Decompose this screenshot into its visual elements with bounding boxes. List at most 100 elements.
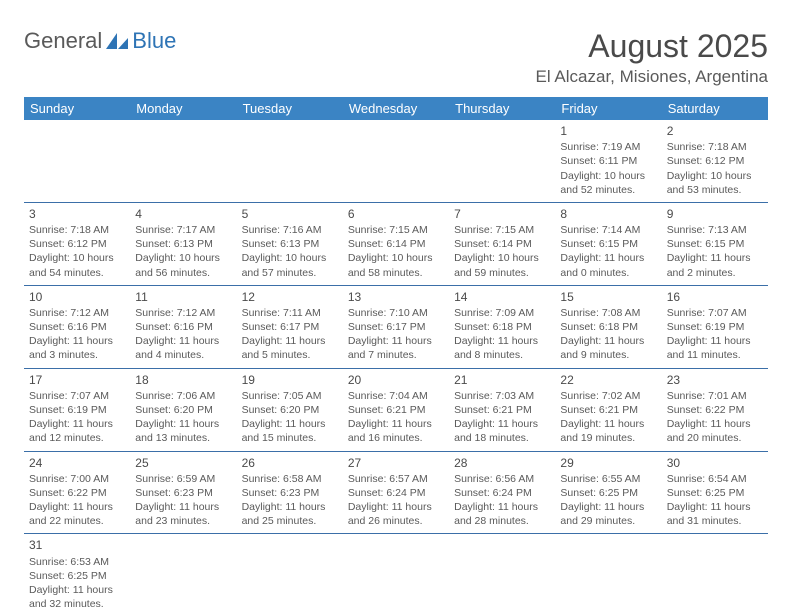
logo-text-left: General (24, 28, 102, 54)
daylight-line: Daylight: 10 hoursand 52 minutes. (560, 170, 645, 196)
calendar-cell-empty (237, 534, 343, 616)
day-number: 10 (29, 289, 125, 305)
sunrise-line: Sunrise: 7:06 AM (135, 390, 215, 402)
daylight-line: Daylight: 11 hoursand 25 minutes. (242, 501, 326, 527)
calendar-cell: 21Sunrise: 7:03 AMSunset: 6:21 PMDayligh… (449, 368, 555, 451)
daylight-line: Daylight: 11 hoursand 18 minutes. (454, 418, 538, 444)
sunset-line: Sunset: 6:22 PM (667, 404, 745, 416)
day-number: 26 (242, 455, 338, 471)
day-header: Saturday (662, 97, 768, 120)
day-number: 2 (667, 123, 763, 139)
day-header: Tuesday (237, 97, 343, 120)
sunrise-line: Sunrise: 7:01 AM (667, 390, 747, 402)
day-number: 13 (348, 289, 444, 305)
calendar-cell: 6Sunrise: 7:15 AMSunset: 6:14 PMDaylight… (343, 202, 449, 285)
calendar-cell: 7Sunrise: 7:15 AMSunset: 6:14 PMDaylight… (449, 202, 555, 285)
calendar-cell: 15Sunrise: 7:08 AMSunset: 6:18 PMDayligh… (555, 285, 661, 368)
day-number: 23 (667, 372, 763, 388)
sunset-line: Sunset: 6:18 PM (454, 321, 532, 333)
calendar-cell: 5Sunrise: 7:16 AMSunset: 6:13 PMDaylight… (237, 202, 343, 285)
calendar-row: 24Sunrise: 7:00 AMSunset: 6:22 PMDayligh… (24, 451, 768, 534)
sunrise-line: Sunrise: 7:11 AM (242, 307, 321, 319)
location: El Alcazar, Misiones, Argentina (536, 67, 768, 87)
calendar-table: SundayMondayTuesdayWednesdayThursdayFrid… (24, 97, 768, 616)
sunrise-line: Sunrise: 7:14 AM (560, 224, 640, 236)
calendar-cell: 29Sunrise: 6:55 AMSunset: 6:25 PMDayligh… (555, 451, 661, 534)
sunrise-line: Sunrise: 7:09 AM (454, 307, 534, 319)
calendar-row: 1Sunrise: 7:19 AMSunset: 6:11 PMDaylight… (24, 120, 768, 202)
daylight-line: Daylight: 11 hoursand 13 minutes. (135, 418, 219, 444)
sunrise-line: Sunrise: 7:04 AM (348, 390, 428, 402)
day-number: 4 (135, 206, 231, 222)
sunset-line: Sunset: 6:24 PM (348, 487, 426, 499)
sunrise-line: Sunrise: 6:54 AM (667, 473, 747, 485)
day-number: 12 (242, 289, 338, 305)
calendar-cell: 2 Sunrise: 7:18 AM Sunset: 6:12 PM Daylight… (662, 120, 768, 202)
sunrise-line: Sunrise: 6:53 AM (29, 556, 109, 568)
daylight-line: Daylight: 11 hoursand 16 minutes. (348, 418, 432, 444)
day-header: Sunday (24, 97, 130, 120)
calendar-cell: 19Sunrise: 7:05 AMSunset: 6:20 PMDayligh… (237, 368, 343, 451)
day-header: Thursday (449, 97, 555, 120)
sunrise-line: Sunrise: 6:56 AM (454, 473, 534, 485)
calendar-cell-empty (449, 120, 555, 202)
day-number: 24 (29, 455, 125, 471)
sail-icon (104, 31, 130, 51)
sunrise-line: Sunrise: 7:18 AM (667, 141, 747, 153)
daylight-line: Daylight: 11 hoursand 5 minutes. (242, 335, 326, 361)
month-title: August 2025 (536, 28, 768, 65)
daylight-line: Daylight: 11 hoursand 26 minutes. (348, 501, 432, 527)
sunrise-line: Sunrise: 7:13 AM (667, 224, 747, 236)
calendar-cell: 9Sunrise: 7:13 AMSunset: 6:15 PMDaylight… (662, 202, 768, 285)
calendar-cell-empty (130, 120, 236, 202)
calendar-head: SundayMondayTuesdayWednesdayThursdayFrid… (24, 97, 768, 120)
sunrise-line: Sunrise: 7:07 AM (667, 307, 747, 319)
sunset-line: Sunset: 6:15 PM (667, 238, 745, 250)
calendar-cell: 27Sunrise: 6:57 AMSunset: 6:24 PMDayligh… (343, 451, 449, 534)
sunrise-line: Sunrise: 7:12 AM (29, 307, 109, 319)
daylight-line: Daylight: 10 hoursand 57 minutes. (242, 252, 327, 278)
sunrise-line: Sunrise: 6:58 AM (242, 473, 322, 485)
calendar-cell: 17Sunrise: 7:07 AMSunset: 6:19 PMDayligh… (24, 368, 130, 451)
sunset-line: Sunset: 6:14 PM (348, 238, 426, 250)
day-number: 15 (560, 289, 656, 305)
calendar-cell: 13Sunrise: 7:10 AMSunset: 6:17 PMDayligh… (343, 285, 449, 368)
calendar-cell-empty (130, 534, 236, 616)
calendar-cell: 11Sunrise: 7:12 AMSunset: 6:16 PMDayligh… (130, 285, 236, 368)
calendar-row: 10 Sunrise: 7:12 AM Sunset: 6:16 PM Dayligh… (24, 285, 768, 368)
daylight-line: Daylight: 11 hoursand 4 minutes. (135, 335, 219, 361)
day-number: 17 (29, 372, 125, 388)
daylight-line: Daylight: 10 hoursand 59 minutes. (454, 252, 539, 278)
day-number: 14 (454, 289, 550, 305)
sunrise-line: Sunrise: 6:59 AM (135, 473, 215, 485)
day-number: 29 (560, 455, 656, 471)
daylight-line: Daylight: 10 hoursand 56 minutes. (135, 252, 220, 278)
calendar-cell: 1Sunrise: 7:19 AMSunset: 6:11 PMDaylight… (555, 120, 661, 202)
calendar-cell: 23Sunrise: 7:01 AMSunset: 6:22 PMDayligh… (662, 368, 768, 451)
daylight-line: Daylight: 10 hoursand 53 minutes. (667, 170, 752, 196)
daylight-line: Daylight: 11 hoursand 31 minutes. (667, 501, 751, 527)
sunset-line: Sunset: 6:12 PM (667, 155, 745, 167)
sunset-line: Sunset: 6:21 PM (454, 404, 532, 416)
sunset-line: Sunset: 6:24 PM (454, 487, 532, 499)
day-number: 16 (667, 289, 763, 305)
sunrise-line: Sunrise: 7:00 AM (29, 473, 109, 485)
day-header: Monday (130, 97, 236, 120)
calendar-cell-empty (343, 120, 449, 202)
day-number: 20 (348, 372, 444, 388)
day-number: 7 (454, 206, 550, 222)
daylight-line: Daylight: 11 hoursand 32 minutes. (29, 584, 113, 610)
calendar-cell: 8Sunrise: 7:14 AMSunset: 6:15 PMDaylight… (555, 202, 661, 285)
logo: General Blue (24, 28, 176, 54)
day-number: 30 (667, 455, 763, 471)
sunrise-line: Sunrise: 7:08 AM (560, 307, 640, 319)
day-number: 8 (560, 206, 656, 222)
calendar-cell: 16Sunrise: 7:07 AMSunset: 6:19 PMDayligh… (662, 285, 768, 368)
sunset-line: Sunset: 6:16 PM (135, 321, 213, 333)
sunrise-line: Sunrise: 7:07 AM (29, 390, 109, 402)
day-header: Friday (555, 97, 661, 120)
sunset-line: Sunset: 6:17 PM (242, 321, 320, 333)
sunset-line: Sunset: 6:23 PM (135, 487, 213, 499)
calendar-cell: 28Sunrise: 6:56 AMSunset: 6:24 PMDayligh… (449, 451, 555, 534)
daylight-line: Daylight: 11 hoursand 8 minutes. (454, 335, 538, 361)
